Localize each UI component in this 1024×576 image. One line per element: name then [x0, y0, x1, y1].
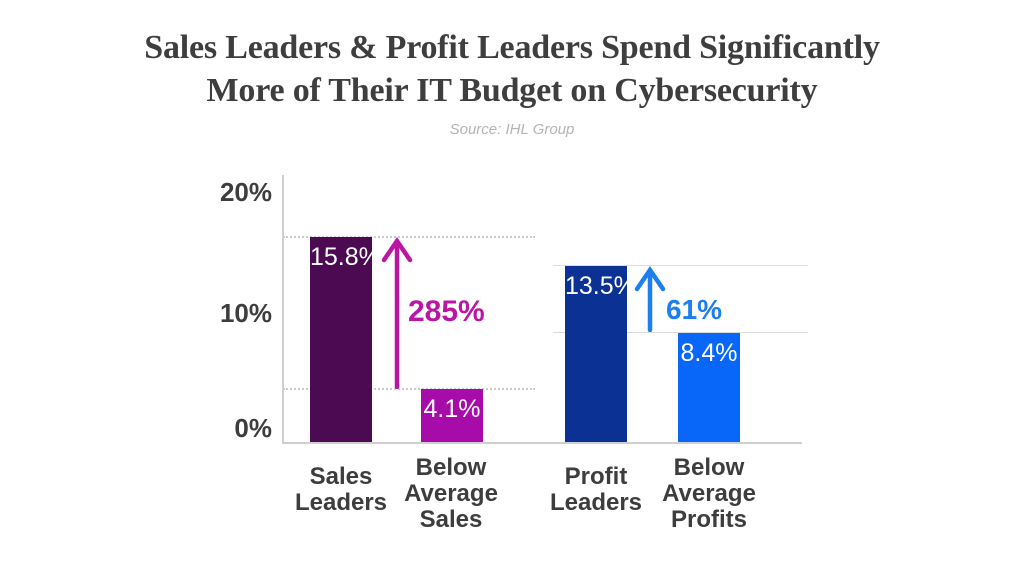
chart-title: Sales Leaders & Profit Leaders Spend Sig…	[0, 26, 1024, 112]
bar-value-label: 4.1%	[423, 395, 481, 423]
bar-value-label: 8.4%	[680, 339, 738, 367]
chart-title-line-1: Sales Leaders & Profit Leaders Spend Sig…	[144, 29, 880, 66]
bar-below-average-profits: 8.4%	[678, 333, 740, 442]
bar-below-average-sales: 4.1%	[421, 389, 483, 442]
x-category-profit-leaders: Profit Leaders	[549, 463, 643, 516]
x-axis-line	[282, 442, 802, 444]
x-category-below-average-profits: Below Average Profits	[662, 454, 756, 533]
bar-value-label: 15.8%	[310, 243, 381, 271]
dotted-reference-line-below-average-sales	[283, 388, 535, 390]
y-tick-10: 10%	[219, 298, 272, 328]
y-tick-0: 0%	[234, 413, 272, 443]
source-caption: Source: IHL Group	[449, 121, 575, 138]
bar-profit-leaders: 13.5%	[565, 266, 636, 442]
dotted-reference-line-sales-leaders	[283, 236, 535, 238]
increase-arrow-icon-profit	[634, 266, 666, 332]
reference-line-below-average-profits	[553, 332, 808, 333]
increase-percent-label-profit: 61%	[666, 294, 723, 325]
increase-arrow-icon-sales	[381, 237, 413, 389]
increase-percent-label-sales: 285%	[408, 295, 485, 328]
bar-value-label: 13.5%	[565, 272, 636, 300]
reference-line-profit-leaders	[553, 265, 808, 266]
bar-sales-leaders: 15.8%	[310, 237, 381, 442]
y-axis-line	[282, 175, 284, 442]
chart-title-line-2: More of Their IT Budget on Cybersecurity	[206, 72, 818, 109]
x-category-sales-leaders: Sales Leaders	[294, 463, 388, 516]
x-category-below-average-sales: Below Average Sales	[404, 454, 498, 533]
y-tick-20: 20%	[219, 177, 272, 207]
